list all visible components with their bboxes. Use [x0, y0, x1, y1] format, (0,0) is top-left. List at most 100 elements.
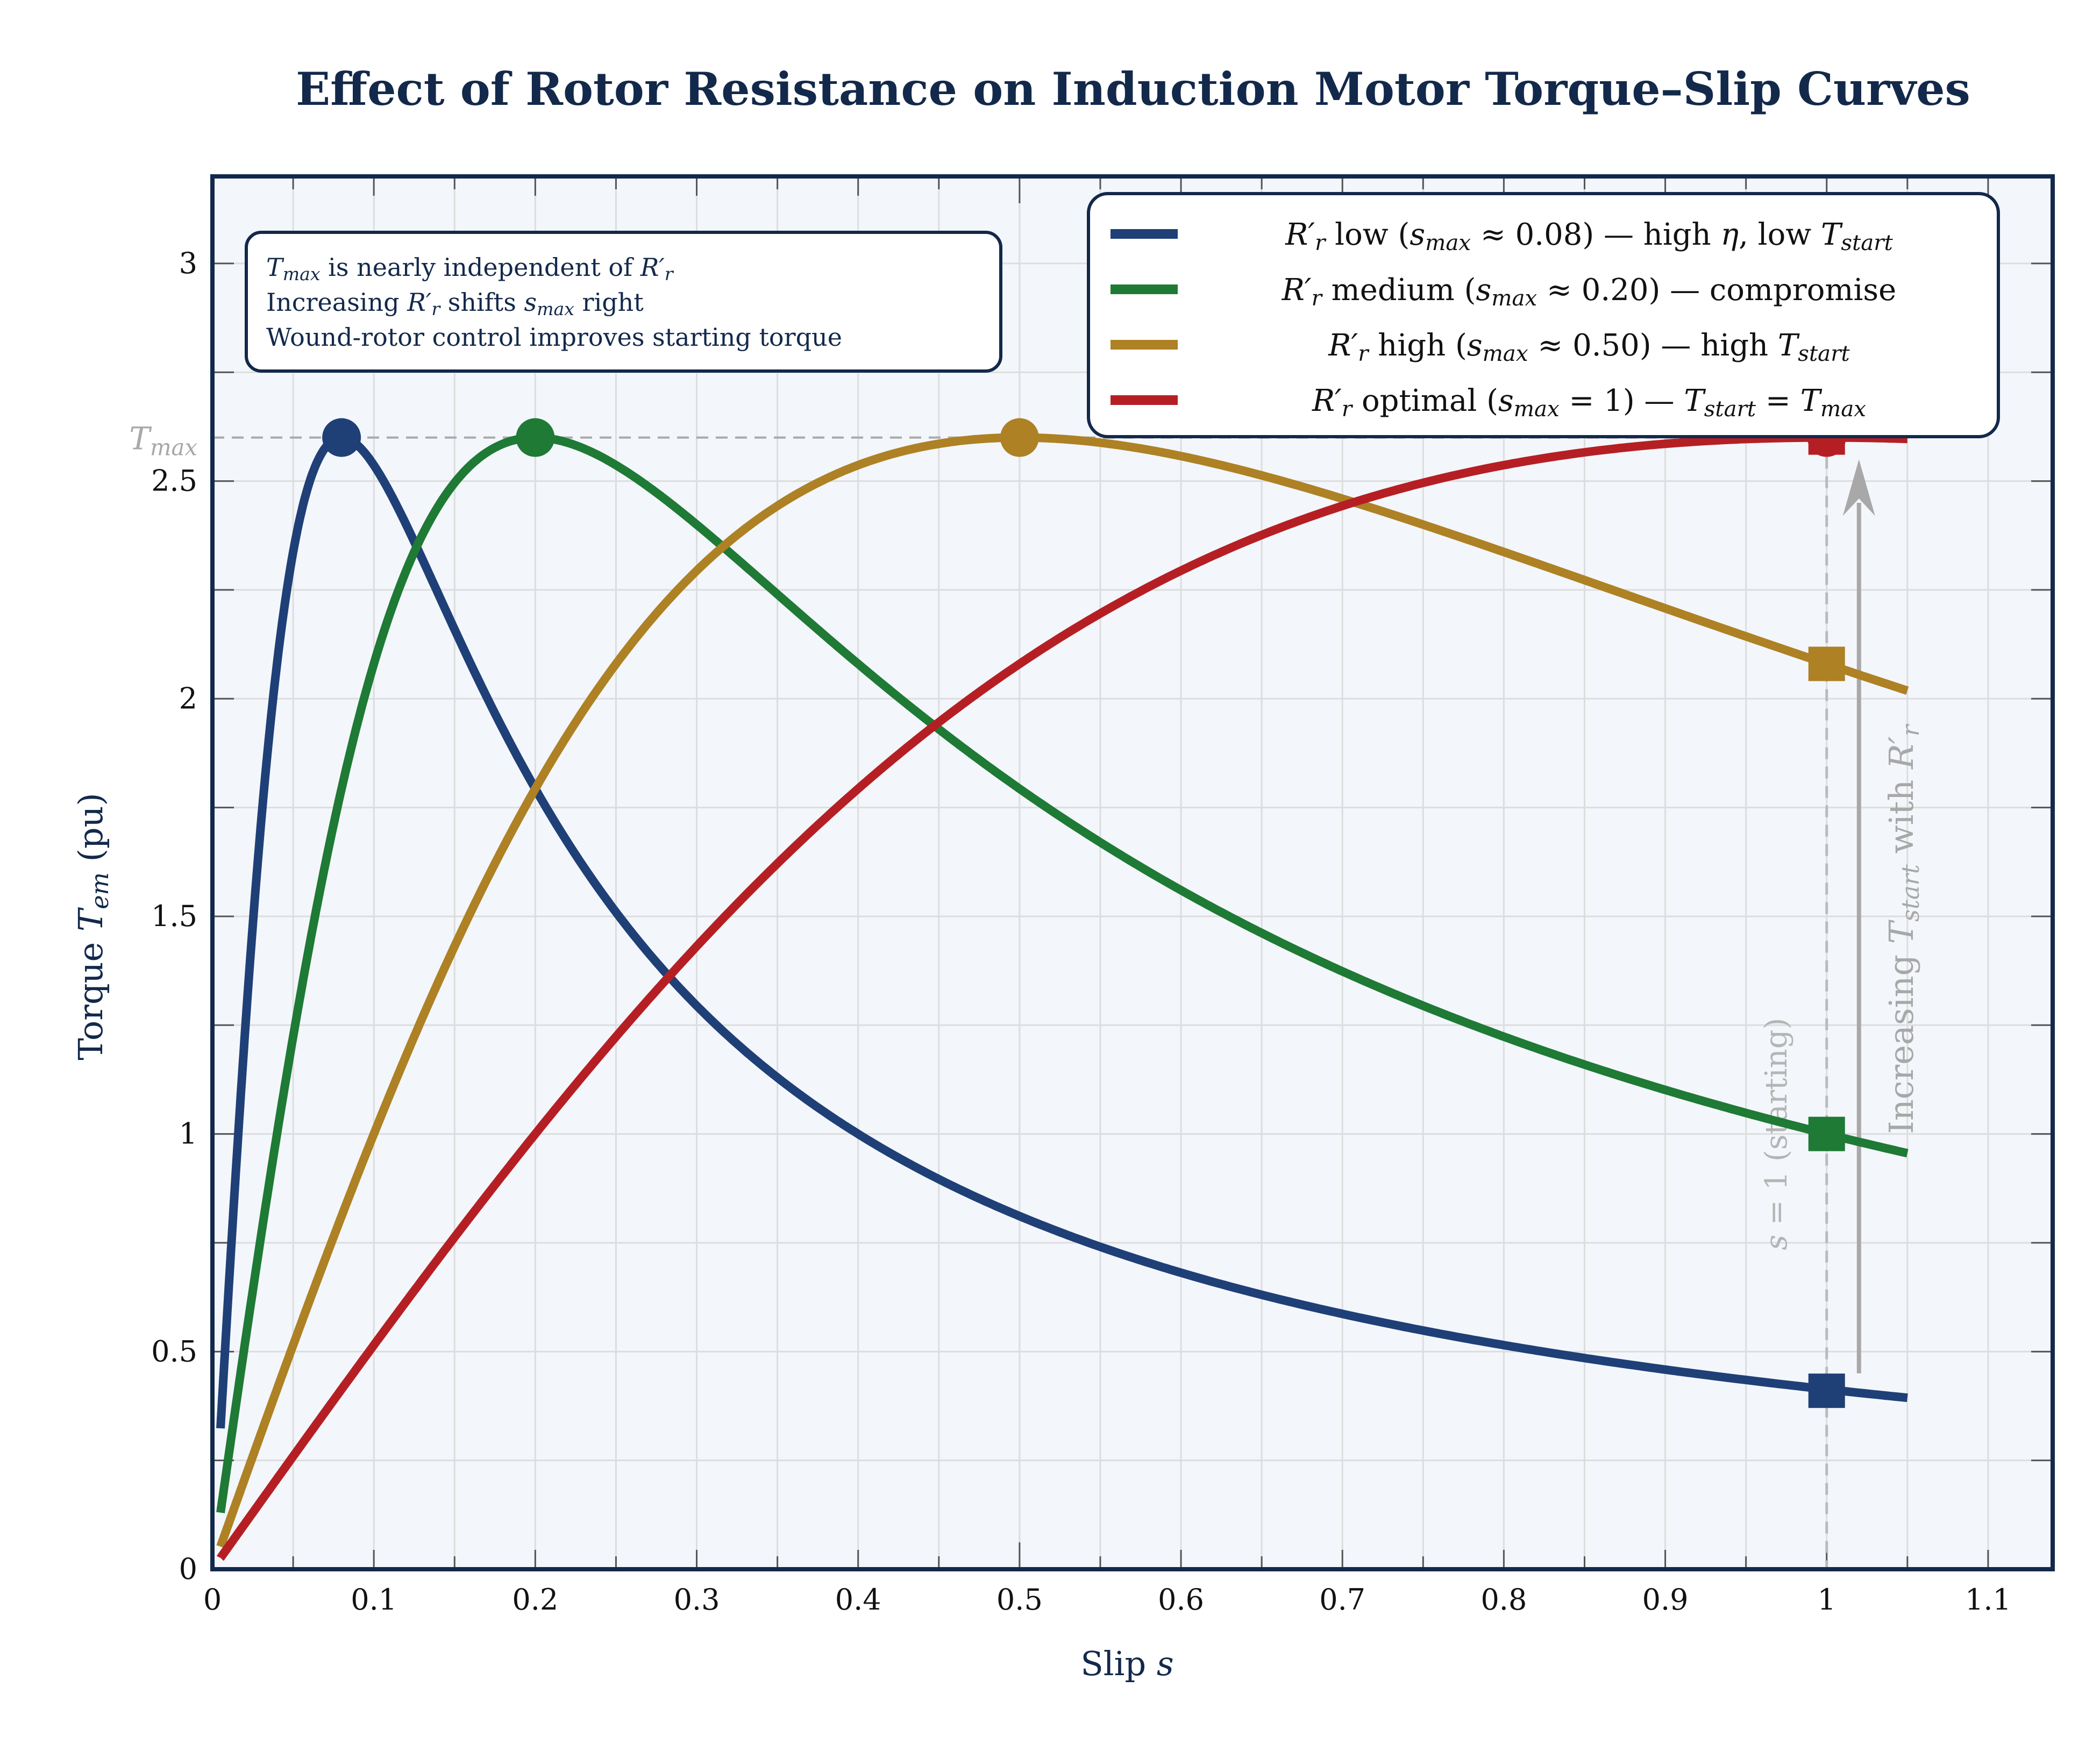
text-segment: em — [86, 872, 114, 909]
text-segment: start — [1841, 230, 1893, 255]
text-segment: R′ — [1882, 736, 1921, 770]
text-segment: Slip — [1080, 1644, 1157, 1683]
text-segment: optimal ( — [1352, 383, 1498, 418]
curve-series-0 — [216, 433, 1908, 1432]
text-segment: low ( — [1325, 217, 1410, 252]
text-segment: R′ — [1328, 328, 1358, 363]
text-segment: s — [1476, 273, 1491, 308]
text-segment: T — [1778, 328, 1800, 363]
text-segment: T — [1684, 383, 1706, 418]
arrow-head-icon — [1842, 459, 1875, 516]
text-segment: Torque — [71, 931, 110, 1060]
text-segment: max — [1483, 341, 1528, 366]
text-segment: start — [1798, 341, 1850, 366]
text-segment: r — [1358, 341, 1370, 366]
axis-labels: Slip s Torque Tem (pu) — [71, 793, 1174, 1683]
text-segment: R′ — [407, 288, 432, 317]
text-segment: s — [1410, 217, 1425, 252]
y-tick-label: 0.5 — [151, 1334, 197, 1368]
text-segment: medium ( — [1322, 273, 1476, 308]
text-segment: η — [1721, 217, 1739, 252]
y-tick-label: 3 — [179, 246, 197, 280]
text-segment: = — [1756, 383, 1800, 418]
text-segment: right — [574, 288, 644, 317]
x-tick-label: 0.2 — [512, 1583, 558, 1617]
y-tick-label: 1 — [179, 1117, 197, 1151]
text-segment: max — [283, 264, 321, 284]
x-tick-label: 1.1 — [1965, 1583, 2011, 1617]
start-line-label: s = 1 (starting) — [1759, 1018, 1794, 1250]
text-segment: T — [71, 907, 110, 931]
text-segment: shifts — [440, 288, 524, 317]
start-marker-0 — [1808, 1373, 1845, 1408]
arrow-label: Increasing Tstart with R′r — [1882, 723, 1925, 1134]
text-segment: s — [1157, 1644, 1174, 1683]
text-segment: T — [129, 421, 152, 457]
text-segment: is nearly independent of — [321, 253, 640, 282]
annotation-line: Tmax is nearly independent of R′r — [266, 253, 674, 284]
text-segment: max — [1514, 396, 1560, 422]
text-segment: high ( — [1368, 328, 1467, 363]
peak-marker-0 — [322, 418, 361, 457]
annotation-box-frame — [245, 231, 1002, 373]
legend-label-3: R′r optimal (smax = 1) — Tstart = Tmax — [1312, 383, 1866, 422]
text-segment: R′ — [1312, 383, 1342, 418]
start-marker-1 — [1808, 1116, 1845, 1151]
text-segment: r — [1312, 286, 1323, 311]
annotation-line: Increasing R′r shifts smax right — [266, 288, 644, 319]
text-segment: T — [1882, 919, 1921, 944]
legend-label-2: R′r high (smax ≈ 0.50) — high Tstart — [1328, 328, 1850, 366]
x-tick-label: 0.1 — [351, 1583, 397, 1617]
text-segment: r — [665, 264, 674, 284]
text-segment: r — [1897, 723, 1925, 736]
text-segment: , low — [1739, 217, 1821, 252]
peak-marker-2 — [1000, 418, 1039, 457]
text-segment: s — [524, 288, 537, 317]
text-segment: max — [1820, 396, 1866, 422]
text-segment: r — [1342, 396, 1354, 422]
text-segment: Increasing — [1882, 944, 1921, 1134]
y-tick-label: 2 — [179, 681, 197, 715]
legend-frame — [1087, 192, 2000, 438]
x-tick-label: 0.6 — [1158, 1583, 1204, 1617]
text-segment: start — [1704, 396, 1756, 422]
x-axis-label: Slip s — [1080, 1644, 1173, 1683]
text-segment: s — [1759, 1235, 1794, 1250]
text-segment: T — [1800, 383, 1823, 418]
x-tick-label: 1 — [1818, 1583, 1836, 1617]
text-segment: ≈ 0.08) — high — [1471, 217, 1720, 252]
x-tick-label: 0.3 — [674, 1583, 720, 1617]
text-segment: r — [431, 298, 441, 319]
curve-series-3 — [216, 433, 1907, 1562]
peak-marker-1 — [516, 418, 555, 457]
text-segment: s — [1498, 383, 1514, 418]
curves — [216, 433, 1909, 1562]
text-segment: max — [1425, 230, 1471, 255]
text-segment: with — [1882, 769, 1921, 864]
legend-label-0: R′r low (smax ≈ 0.08) — high η, low Tsta… — [1285, 217, 1893, 255]
text-segment: Wound-rotor control improves starting to… — [266, 323, 842, 352]
x-tick-label: 0 — [203, 1583, 222, 1617]
x-tick-label: 0.4 — [835, 1583, 881, 1617]
y-tick-label: 2.5 — [151, 464, 197, 498]
x-tick-label: 0.7 — [1319, 1583, 1365, 1617]
text-segment: ≈ 0.20) — compromise — [1537, 273, 1896, 308]
text-segment: s — [1467, 328, 1483, 363]
plot-frame — [210, 174, 2055, 1571]
x-tick-label: 0.9 — [1642, 1583, 1689, 1617]
text-segment: = 1) — — [1560, 383, 1684, 418]
text-segment: start — [1897, 864, 1925, 922]
y-tick-label: 1.5 — [151, 899, 197, 933]
chart-title: Effect of Rotor Resistance on Induction … — [296, 62, 1970, 116]
text-segment: R′ — [1285, 217, 1315, 252]
text-segment: (pu) — [71, 793, 110, 872]
text-segment: Increasing — [266, 288, 407, 317]
tmax-label: Tmax — [129, 421, 197, 461]
text-segment: ≈ 0.50) — high — [1528, 328, 1778, 363]
legend: R′r low (smax ≈ 0.08) — high η, low Tsta… — [1087, 192, 2000, 438]
curve-series-2 — [216, 433, 1909, 1551]
x-tick-label: 0.8 — [1480, 1583, 1527, 1617]
y-tick-label: 0 — [179, 1552, 197, 1586]
text-segment: r — [1315, 230, 1327, 255]
